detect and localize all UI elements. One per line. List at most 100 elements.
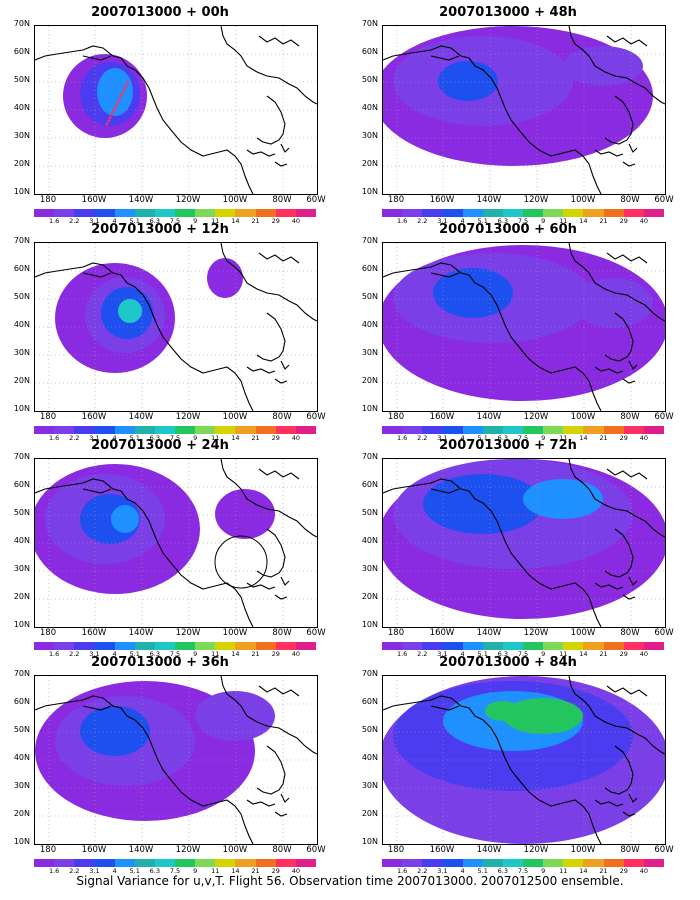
coastline [568, 459, 665, 538]
longitude-label: 100W [570, 628, 596, 638]
coastline [383, 695, 602, 844]
latitude-label: 10N [13, 187, 30, 196]
colorbar-swatch [34, 859, 55, 867]
coastline [258, 468, 300, 480]
colorbar-tick-label: 6.3 [149, 867, 161, 875]
longitude-label: 140W [476, 628, 502, 638]
colorbar-tick-label: 2.2 [417, 217, 428, 225]
coastline [606, 35, 648, 47]
latitude-label: 50N [13, 725, 30, 734]
colorbar-swatch [54, 642, 75, 650]
colorbar-swatch [623, 426, 644, 434]
longitude-label: 140W [476, 195, 502, 205]
colorbar-tick-label: 11 [559, 434, 568, 442]
colorbar-tick-label: 1.6 [48, 217, 60, 225]
colorbar-tick-label: 29 [271, 867, 280, 875]
latitude-label: 10N [13, 620, 30, 629]
colorbar-swatch [34, 209, 55, 217]
colorbar-tick-label: 21 [251, 867, 260, 875]
colorbar-swatch [195, 642, 216, 650]
map-panel: 2007013000 + 00h 70N 60N 50N 40N 30N 20N 10N 180… [0, 5, 326, 225]
latitude-label: 60N [361, 264, 378, 273]
variance-map [383, 26, 665, 194]
colorbar-swatch [543, 642, 564, 650]
colorbar-labels: 1.6 2.2 3.1 4 5.1 6.3 7.5 9 11 14 21 29 40 [382, 217, 664, 227]
coastline [568, 676, 665, 755]
colorbar-swatch [114, 209, 135, 217]
coastline [82, 705, 112, 711]
colorbar-tick-label: 4 [112, 650, 117, 658]
panel-title: 2007013000 + 60h [439, 222, 577, 237]
colorbar-swatch [603, 859, 624, 867]
map-area [34, 242, 318, 412]
map-panel: 2007013000 + 60h 70N 60N 50N 40N 30N 20N 10N 180… [348, 222, 674, 442]
longitude-label: 160W [429, 845, 455, 855]
colorbar-labels: 1.6 2.2 3.1 4 5.1 6.3 7.5 9 11 14 21 29 40 [34, 867, 316, 877]
colorbar-tick-label: 1.6 [48, 867, 60, 875]
colorbar-tick-label: 29 [271, 434, 280, 442]
longitude-label: 60W [654, 845, 674, 855]
observation-point [108, 116, 112, 119]
colorbar-tick-label: 14 [231, 434, 240, 442]
longitude-label: 120W [175, 195, 201, 205]
coastline [280, 576, 290, 586]
longitude-label: 120W [523, 845, 549, 855]
colorbar-tick-label: 9 [541, 650, 546, 658]
longitude-label: 60W [306, 845, 326, 855]
latitude-label: 20N [361, 376, 378, 385]
latitude-label: 20N [13, 592, 30, 601]
colorbar-labels: 1.6 2.2 3.1 4 5.1 6.3 7.5 9 11 14 21 29 40 [382, 867, 664, 877]
colorbar-tick-label: 40 [639, 217, 648, 225]
longitude-label: 60W [654, 195, 674, 205]
colorbar-swatch [275, 642, 296, 650]
colorbar-tick-label: 3.1 [437, 434, 448, 442]
colorbar-tick-label: 5.1 [477, 650, 488, 658]
colorbar-tick-label: 40 [639, 867, 648, 875]
colorbar-swatch [295, 209, 316, 217]
longitude-label: 100W [222, 195, 248, 205]
variance-contour [423, 474, 543, 534]
colorbar-swatch [603, 426, 624, 434]
latitude-label: 60N [13, 480, 30, 489]
colorbar-tick-label: 29 [619, 217, 628, 225]
longitude-label: 80W [620, 195, 640, 205]
colorbar-swatch [54, 426, 75, 434]
map-panel: 2007013000 + 24h 70N 60N 50N 40N 30N 20N 10N 180… [0, 438, 326, 658]
colorbar-tick-label: 1.6 [396, 650, 408, 658]
panel-title: 2007013000 + 72h [439, 438, 577, 453]
coastline [280, 360, 290, 370]
panel-title: 2007013000 + 24h [91, 438, 229, 453]
colorbar-swatch [34, 426, 55, 434]
colorbar-swatch [522, 642, 544, 650]
coastline [274, 594, 288, 600]
coastline [594, 149, 624, 157]
variance-map [383, 676, 665, 844]
colorbar-swatch [134, 859, 155, 867]
colorbar-tick-label: 9 [193, 867, 198, 875]
longitude-label: 140W [476, 412, 502, 422]
coastline [622, 594, 636, 600]
variance-contour [80, 706, 150, 756]
latitude-label: 40N [361, 536, 378, 545]
colorbar-swatch [255, 209, 276, 217]
longitude-label: 160W [81, 628, 107, 638]
longitude-label: 160W [81, 195, 107, 205]
panel-title: 2007013000 + 12h [91, 222, 229, 237]
colorbar-labels: 1.6 2.2 3.1 4 5.1 6.3 7.5 9 11 14 21 29 40 [34, 434, 316, 444]
longitude-label: 60W [654, 628, 674, 638]
colorbar-swatch [583, 859, 604, 867]
colorbar-tick-label: 4 [112, 434, 117, 442]
colorbar-swatch [422, 209, 443, 217]
colorbar-swatch [154, 209, 175, 217]
variance-contour [111, 505, 139, 533]
colorbar-tick-label: 5.1 [129, 217, 140, 225]
colorbar-tick-label: 9 [193, 434, 198, 442]
latitude-label: 40N [361, 753, 378, 762]
longitude-label: 80W [272, 195, 292, 205]
longitude-label: 80W [272, 845, 292, 855]
colorbar-swatch [195, 426, 216, 434]
variance-contour [438, 61, 498, 101]
colorbar-swatch [623, 209, 644, 217]
colorbar-tick-label: 7.5 [517, 650, 529, 658]
colorbar-tick-label: 40 [291, 434, 300, 442]
